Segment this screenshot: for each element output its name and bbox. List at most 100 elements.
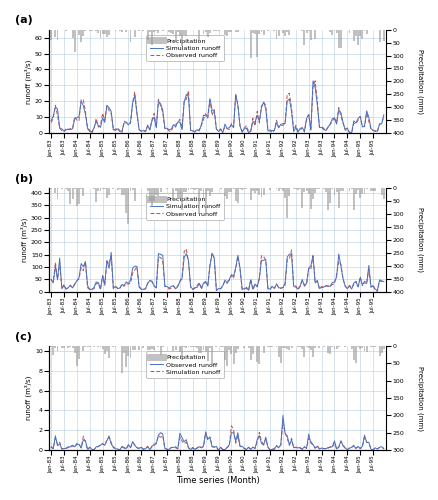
Bar [383,346,385,348]
Bar [185,188,187,192]
Bar [71,346,74,348]
Bar [207,188,209,191]
Bar [289,30,290,35]
Bar [353,346,355,360]
Bar [82,30,84,36]
Bar [76,188,78,206]
Bar [106,30,108,36]
Bar [198,346,200,352]
Bar [359,346,361,349]
Bar [357,30,359,45]
Bar [179,346,181,352]
Bar [202,346,205,350]
Bar [71,188,74,198]
Bar [333,346,336,349]
Bar [306,30,307,33]
Bar [351,346,353,348]
Bar [71,30,74,38]
Bar [142,30,145,31]
Bar [132,346,134,350]
Bar [252,346,254,354]
X-axis label: Time series (Month): Time series (Month) [176,476,259,485]
Bar [323,346,325,347]
Text: (b): (b) [15,174,33,184]
Bar [233,188,234,190]
Bar [338,30,340,48]
Bar [301,188,303,208]
Bar [54,188,57,193]
Bar [338,346,340,348]
Bar [370,346,372,347]
Bar [332,30,333,35]
Bar [381,346,383,353]
Bar [123,346,125,353]
Bar [162,346,164,347]
Bar [123,188,125,194]
Bar [329,188,331,203]
Bar [134,346,136,350]
Bar [304,346,305,356]
Bar [147,346,148,350]
Bar [364,188,365,194]
Bar [378,30,381,42]
Bar [192,188,194,189]
Bar [254,188,256,192]
Bar [226,346,228,366]
Bar [205,188,207,212]
Bar [381,188,383,194]
Bar [147,30,148,40]
Bar [149,188,151,201]
Bar [127,188,129,224]
Bar [125,346,127,367]
Bar [230,30,233,32]
Bar [286,188,288,218]
Bar [308,30,310,32]
Bar [138,346,140,350]
Bar [67,346,69,348]
Bar [175,30,177,43]
Bar [74,188,76,189]
Bar [280,346,282,363]
Bar [78,346,80,360]
Bar [181,188,183,210]
Y-axis label: Precipitation (mm): Precipitation (mm) [417,366,423,430]
Bar [361,188,364,194]
Bar [50,30,52,40]
Bar [284,346,286,348]
Bar [254,30,256,35]
Bar [125,30,127,32]
Bar [121,188,123,196]
Bar [151,188,153,208]
Bar [190,188,191,190]
Bar [301,30,303,31]
Bar [237,346,239,349]
Y-axis label: runoff (m³/s): runoff (m³/s) [25,60,32,104]
Bar [297,346,299,347]
Bar [149,346,151,350]
Bar [175,188,177,191]
Bar [314,346,316,348]
Bar [318,346,321,348]
Bar [327,188,329,210]
Bar [54,30,57,37]
Bar [261,188,262,197]
Bar [130,188,131,192]
Bar [349,30,350,32]
Bar [179,188,181,199]
Bar [220,188,222,190]
Bar [278,346,279,358]
Bar [205,30,207,32]
Bar [177,30,179,32]
Bar [220,346,222,347]
Bar [228,30,230,32]
Bar [89,30,91,32]
Bar [168,30,170,32]
Bar [245,188,247,189]
Bar [344,346,346,347]
Bar [263,346,265,354]
Bar [383,188,385,199]
Bar [261,30,262,32]
Bar [250,346,252,360]
Legend: Precipitation, Simulation runoff, Observed runoff: Precipitation, Simulation runoff, Observ… [146,193,224,220]
Bar [185,30,187,36]
